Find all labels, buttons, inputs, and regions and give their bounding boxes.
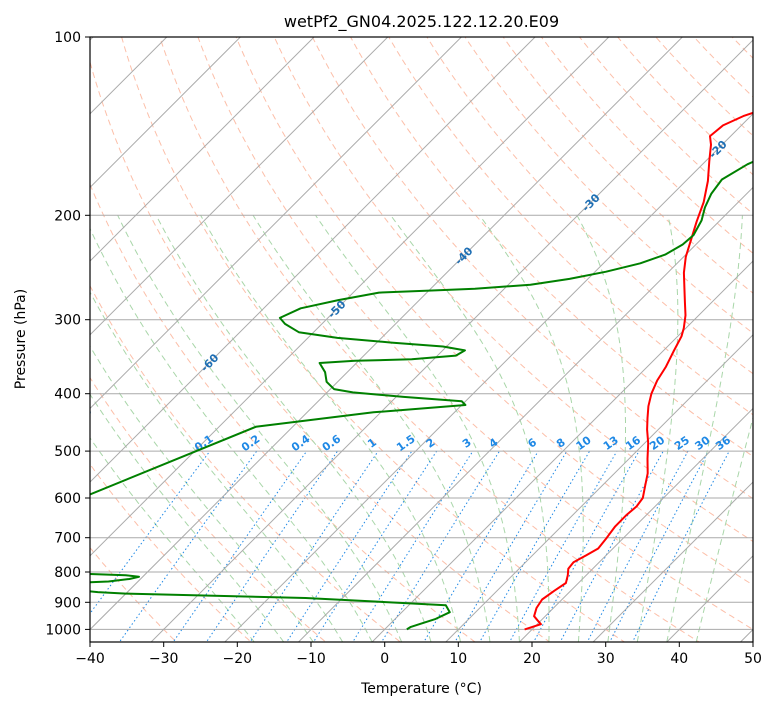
moist-adiabat-line xyxy=(117,215,403,642)
y-tick-label: 1000 xyxy=(45,622,81,638)
moist-adiabat-line xyxy=(90,291,344,642)
temperature-profile-line xyxy=(524,111,753,631)
isotherm-line xyxy=(297,186,753,642)
isotherm-line xyxy=(90,37,389,336)
x-axis-title: Temperature (°C) xyxy=(360,681,482,697)
moist-adiabats xyxy=(90,215,753,642)
moist-adiabat-line xyxy=(90,437,255,642)
isotherm-line xyxy=(90,37,610,557)
isotherm-line xyxy=(90,37,536,483)
moist-adiabat-line xyxy=(576,215,626,642)
isobars xyxy=(90,37,753,630)
x-tick-label: −20 xyxy=(223,651,253,667)
moist-adiabat-line xyxy=(315,215,520,642)
dry-adiabat-line xyxy=(273,37,753,543)
x-axis-ticks: −40 −30 −20 −10 0 10 20 30 40 50 xyxy=(75,642,762,667)
x-tick-label: −30 xyxy=(149,651,179,667)
dry-adiabat-line xyxy=(121,37,626,642)
dry-adiabat-line xyxy=(388,37,753,416)
x-tick-label: −40 xyxy=(75,651,105,667)
x-tick-label: 50 xyxy=(744,651,762,667)
isotherm-line xyxy=(150,39,753,642)
dry-adiabat-line xyxy=(464,37,753,334)
moist-adiabat-line xyxy=(666,215,743,642)
dry-adiabat-line xyxy=(90,284,402,642)
profile-series xyxy=(90,111,753,631)
y-tick-label: 300 xyxy=(54,313,81,329)
dewpoint-profile-line xyxy=(90,160,753,631)
y-tick-label: 900 xyxy=(54,595,81,611)
isotherm-line xyxy=(445,334,753,642)
y-tick-label: 700 xyxy=(54,531,81,547)
x-tick-label: −10 xyxy=(296,651,326,667)
chart-title: wetPf2_GN04.2025.122.12.20.E09 xyxy=(284,12,559,32)
moist-adiabat-line xyxy=(90,227,373,642)
x-tick-label: 30 xyxy=(597,651,615,667)
moist-adiabat-line xyxy=(636,215,679,642)
dry-adiabat-line xyxy=(159,37,701,642)
dry-adiabat-line xyxy=(90,376,327,642)
moist-adiabat-line xyxy=(252,215,491,642)
y-tick-label: 800 xyxy=(54,565,81,581)
y-tick-label: 100 xyxy=(54,30,81,46)
y-tick-label: 500 xyxy=(54,444,81,460)
moist-adiabat-line xyxy=(200,215,461,642)
y-axis-ticks: 100 200 300 400 500 600 700 800 900 1000 xyxy=(45,30,90,638)
isotherm-line xyxy=(90,37,463,410)
x-tick-label: 10 xyxy=(449,651,467,667)
x-tick-label: 20 xyxy=(523,651,541,667)
moist-adiabat-line xyxy=(390,215,550,642)
isotherm-line xyxy=(518,407,753,642)
dry-adiabat-line xyxy=(426,37,753,375)
y-axis-title: Pressure (hPa) xyxy=(13,289,29,389)
dry-adiabat-line xyxy=(502,37,753,294)
isotherm-line xyxy=(90,37,315,262)
dry-adiabat-line xyxy=(197,37,753,630)
moist-adiabat-line xyxy=(90,393,285,642)
moist-adiabat-line xyxy=(479,215,584,642)
isotherm-line xyxy=(90,37,242,189)
y-tick-label: 400 xyxy=(54,387,81,403)
isotherms xyxy=(90,37,753,642)
moist-adiabat-line xyxy=(90,345,314,642)
dry-adiabat-line xyxy=(311,37,753,500)
x-tick-label: 40 xyxy=(670,651,688,667)
dry-adiabat-line xyxy=(90,546,178,642)
isotherm-line xyxy=(90,37,684,631)
dry-adiabat-line xyxy=(90,60,551,642)
y-tick-label: 600 xyxy=(54,491,81,507)
isotherm-line xyxy=(371,260,753,642)
dry-adiabat-line xyxy=(90,463,252,642)
isotherm-line xyxy=(224,113,753,642)
plot-frame xyxy=(89,36,754,643)
y-tick-label: 200 xyxy=(54,208,81,224)
isotherm-line xyxy=(592,481,753,642)
x-tick-label: 0 xyxy=(380,651,389,667)
